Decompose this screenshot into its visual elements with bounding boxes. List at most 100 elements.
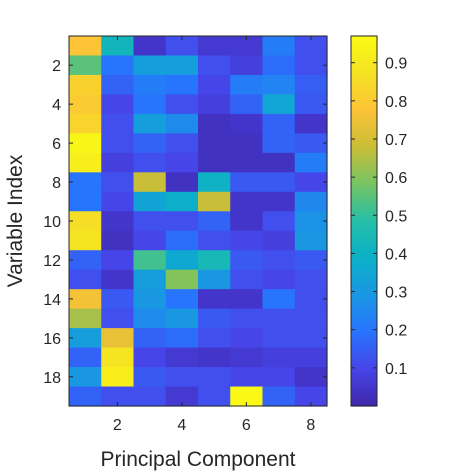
- heatmap-cell: [165, 191, 199, 212]
- colorbar-axis: 0.1 0.2 0.3 0.4 0.5 0.6 0.7 0.8 0.9: [351, 56, 407, 378]
- heatmap-cell: [230, 55, 264, 76]
- heatmap-cell: [133, 152, 167, 173]
- x-axis-label: Principal Component: [101, 448, 296, 471]
- colorbar-step: [351, 51, 377, 56]
- heatmap-cell: [165, 328, 199, 349]
- colorbar-step: [351, 110, 377, 114]
- colorbar-step: [351, 79, 377, 83]
- colorbar-step: [351, 353, 377, 358]
- colorbar-step: [351, 82, 377, 86]
- heatmap-cell: [230, 113, 264, 134]
- colorbar-step: [351, 131, 377, 136]
- x-tick-label: 8: [306, 417, 315, 434]
- heatmap-cell: [230, 328, 264, 349]
- colorbar-step: [351, 177, 377, 182]
- heatmap-cell: [69, 328, 102, 349]
- heatmap-cell: [133, 269, 167, 290]
- heatmap-cell: [262, 328, 296, 349]
- colorbar-step: [351, 233, 377, 238]
- heatmap-cell: [101, 191, 135, 212]
- colorbar-step: [351, 162, 377, 167]
- heatmap-cell: [294, 230, 328, 251]
- heatmap-cell: [198, 367, 231, 388]
- colorbar-step: [351, 258, 377, 262]
- heatmap-cell: [101, 386, 135, 407]
- heatmap-cell: [69, 113, 102, 134]
- colorbar-step: [351, 180, 377, 185]
- heatmap-cell: [133, 74, 167, 96]
- colorbar-tick-label: 0.1: [385, 361, 407, 378]
- heatmap-cell: [198, 172, 231, 193]
- heatmap-cell: [198, 152, 231, 173]
- colorbar-step: [351, 356, 377, 361]
- heatmap-cell: [230, 152, 264, 173]
- heatmap-cell: [230, 289, 264, 310]
- heatmap-cell: [198, 250, 231, 271]
- colorbar-step: [351, 387, 377, 392]
- heatmap-cell: [294, 133, 328, 154]
- heatmap-cell: [101, 328, 135, 349]
- heatmap-cell: [69, 269, 102, 290]
- heatmap-cell: [198, 55, 231, 76]
- colorbar-gradient: [351, 36, 377, 407]
- colorbar-step: [351, 42, 377, 46]
- heatmap-cell: [133, 230, 167, 251]
- colorbar-step: [351, 208, 377, 213]
- heatmap-cell: [165, 152, 199, 173]
- heatmap-cell: [230, 367, 264, 388]
- heatmap-cell: [165, 172, 199, 193]
- colorbar-step: [351, 261, 377, 265]
- colorbar-step: [351, 85, 377, 90]
- heatmap-cell: [294, 269, 328, 290]
- x-axis: 2 4 6 8: [113, 36, 315, 434]
- x-tick-label: 2: [113, 417, 122, 434]
- colorbar-tick-label: 0.5: [385, 208, 407, 225]
- colorbar-step: [351, 94, 377, 99]
- colorbar-step: [351, 36, 377, 40]
- heatmap-cell: [198, 133, 231, 154]
- heatmap-cell: [294, 152, 328, 173]
- colorbar-step: [351, 319, 377, 324]
- y-axis: 2 4 6 8 10 12 14 16 18: [43, 58, 327, 387]
- heatmap-cell: [294, 289, 328, 310]
- heatmap-cell: [69, 289, 102, 310]
- colorbar-step: [351, 221, 377, 225]
- colorbar-step: [351, 227, 377, 231]
- y-tick-label: 8: [52, 175, 61, 192]
- colorbar-step: [351, 48, 377, 53]
- heatmap-cell: [133, 211, 167, 232]
- colorbar-step: [351, 91, 377, 96]
- colorbar-step: [351, 211, 377, 216]
- colorbar-tick-label: 0.6: [385, 170, 407, 187]
- heatmap-cell: [133, 172, 167, 193]
- colorbar-step: [351, 347, 377, 352]
- heatmap-cell: [262, 289, 296, 310]
- heatmap-cell: [101, 152, 135, 173]
- colorbar-step: [351, 248, 377, 253]
- heatmap-cell: [198, 74, 231, 96]
- heatmap-cell: [69, 230, 102, 251]
- colorbar-tick-label: 0.8: [385, 94, 407, 111]
- colorbar-step: [351, 285, 377, 290]
- colorbar-step: [351, 106, 377, 111]
- colorbar-tick-label: 0.2: [385, 323, 407, 340]
- heatmap-cell: [165, 133, 199, 154]
- heatmap-cell: [165, 230, 199, 251]
- heatmap-cell: [101, 230, 135, 251]
- colorbar-step: [351, 393, 377, 398]
- heatmap-cell: [101, 347, 135, 368]
- heatmap-cell: [101, 55, 135, 76]
- colorbar-step: [351, 372, 377, 376]
- heatmap-cell: [101, 133, 135, 154]
- heatmap-cell: [165, 55, 199, 76]
- colorbar-step: [351, 137, 377, 142]
- colorbar-step: [351, 39, 377, 43]
- heatmap-cell: [133, 250, 167, 271]
- colorbar-step: [351, 76, 377, 80]
- heatmap-cell: [198, 36, 231, 57]
- heatmap-cell: [165, 211, 199, 232]
- colorbar-step: [351, 245, 377, 250]
- heatmap-cell: [262, 133, 296, 154]
- colorbar-step: [351, 251, 377, 256]
- heatmap-cell: [165, 386, 199, 407]
